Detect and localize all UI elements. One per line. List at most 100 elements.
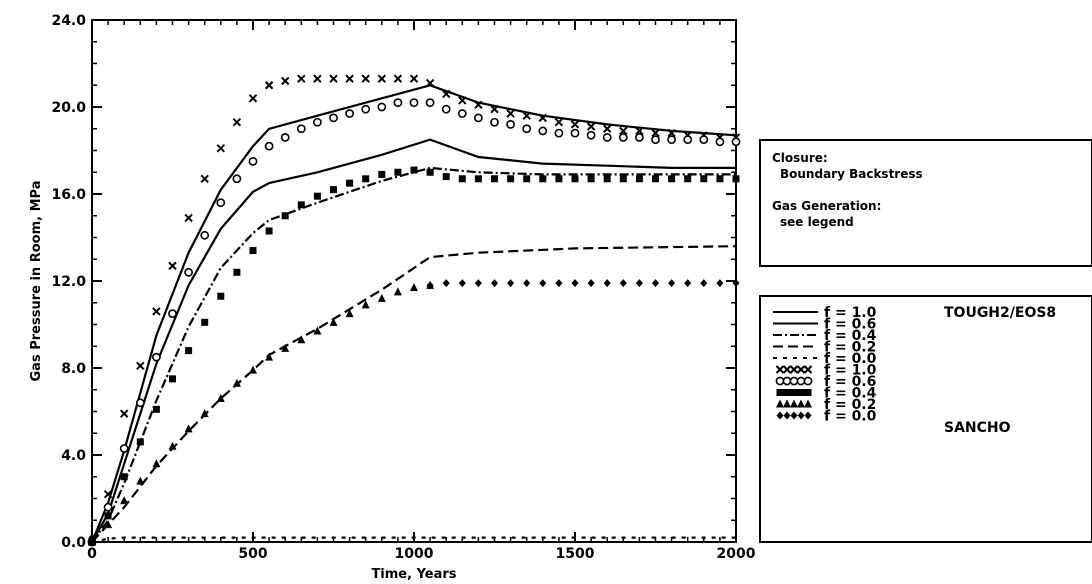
series-sancho-f-04 — [88, 166, 740, 546]
data-point-sancho-f-06 — [715, 137, 725, 147]
data-point-sancho-f-06 — [538, 126, 548, 136]
legend-marker-sancho-f-04 — [776, 389, 784, 396]
axis-ticks: 0.0 4.0 8.0 12.0 16.0 20.0 24.0 0 500 1000 1500 200… — [51, 13, 755, 562]
data-point-sancho-f-04 — [619, 175, 627, 183]
data-point-sancho-f-02 — [361, 300, 370, 309]
data-point-sancho-f-10 — [554, 118, 564, 127]
data-point-sancho-f-06 — [393, 98, 403, 108]
data-point-sancho-f-06 — [586, 130, 596, 140]
data-point-sancho-f-04 — [716, 175, 724, 183]
data-point-sancho-f-06 — [667, 135, 676, 145]
annotation-closure-heading: Closure: — [772, 151, 828, 165]
data-point-sancho-f-04 — [169, 375, 176, 383]
data-point-sancho-f-06 — [473, 113, 483, 123]
data-point-sancho-f-00 — [652, 279, 659, 288]
x-tick-label: 2000 — [717, 546, 756, 562]
legend-marker-sancho-f-04 — [790, 389, 798, 396]
data-point-sancho-f-10 — [441, 89, 451, 99]
legend-label-sancho-f-04: f = 0.4 — [824, 386, 877, 402]
data-point-sancho-f-02 — [297, 335, 306, 344]
legend-swatch-sancho-f-06 — [775, 376, 813, 386]
data-point-sancho-f-06 — [329, 113, 338, 123]
data-point-sancho-f-00 — [458, 279, 466, 288]
data-point-sancho-f-10 — [200, 174, 209, 183]
data-point-sancho-f-10 — [619, 126, 628, 136]
legend-marker-sancho-f-06 — [789, 376, 799, 386]
y-tick-label: 8.0 — [61, 361, 86, 377]
data-point-sancho-f-04 — [104, 512, 112, 520]
data-point-sancho-f-04 — [249, 247, 257, 255]
data-point-sancho-f-04 — [539, 175, 547, 183]
data-point-sancho-f-04 — [201, 318, 209, 326]
data-point-sancho-f-04 — [442, 173, 450, 181]
data-point-sancho-f-04 — [120, 473, 128, 481]
legend-box — [759, 295, 1092, 543]
series-line-tough2-f-04 — [91, 166, 736, 543]
data-point-sancho-f-04 — [378, 170, 386, 178]
data-point-sancho-f-10 — [168, 261, 177, 270]
data-point-sancho-f-04 — [136, 438, 144, 446]
data-point-sancho-f-02 — [232, 378, 241, 387]
legend-marker-sancho-f-02 — [776, 399, 784, 408]
data-point-sancho-f-00 — [668, 279, 676, 288]
x-tick-label: 1000 — [395, 546, 434, 562]
legend-label-sancho-f-00: f = 0.0 — [824, 409, 877, 425]
data-point-sancho-f-02 — [216, 393, 225, 402]
data-point-sancho-f-06 — [683, 135, 693, 145]
data-point-sancho-f-00 — [491, 279, 498, 288]
data-point-sancho-f-00 — [700, 279, 708, 288]
data-point-sancho-f-04 — [571, 175, 579, 183]
data-point-sancho-f-10 — [506, 109, 515, 118]
data-point-sancho-f-10 — [297, 74, 306, 83]
legend-marker-sancho-f-04 — [804, 389, 812, 396]
data-point-sancho-f-06 — [602, 133, 612, 142]
y-tick-label: 20.0 — [51, 100, 86, 116]
legend-marker-sancho-f-06 — [782, 376, 792, 386]
data-point-sancho-f-00 — [732, 279, 740, 288]
data-point-sancho-f-10 — [345, 74, 354, 83]
data-point-sancho-f-00 — [716, 279, 724, 288]
data-point-sancho-f-02 — [329, 317, 338, 326]
data-point-sancho-f-10 — [377, 74, 387, 83]
data-point-sancho-f-00 — [88, 533, 96, 542]
series-line-tough2-f-06 — [91, 138, 736, 543]
annotation-gas-generation-heading: Gas Generation: — [772, 199, 881, 213]
data-point-sancho-f-00 — [442, 279, 450, 288]
data-point-sancho-f-02 — [184, 424, 193, 433]
data-point-sancho-f-02 — [281, 343, 290, 352]
legend-label-tough2-f-10: f = 1.0 — [824, 305, 877, 321]
legend-swatch-sancho-f-02 — [776, 399, 812, 408]
data-point-sancho-f-10 — [361, 74, 370, 83]
data-point-sancho-f-06 — [618, 133, 628, 142]
data-point-sancho-f-00 — [474, 279, 482, 288]
data-point-sancho-f-10 — [329, 74, 338, 83]
data-point-sancho-f-02 — [136, 476, 145, 485]
data-point-sancho-f-02 — [152, 459, 161, 468]
data-point-sancho-f-04 — [684, 175, 692, 183]
y-tick-label: 16.0 — [51, 187, 86, 203]
data-point-sancho-f-06 — [248, 156, 258, 166]
data-point-sancho-f-04 — [217, 292, 225, 300]
legend-marker-sancho-f-10 — [803, 365, 813, 374]
data-point-sancho-f-10 — [136, 361, 145, 371]
data-point-sancho-f-06 — [280, 133, 290, 142]
y-tick-label: 4.0 — [61, 448, 86, 464]
y-axis-title: Gas Pressure in Room, MPa — [29, 181, 44, 382]
legend-label-tough2-f-06: f = 0.6 — [824, 317, 876, 333]
data-point-sancho-f-04 — [587, 175, 595, 183]
x-axis-title: Time, Years — [371, 567, 456, 582]
data-point-sancho-f-06 — [506, 120, 515, 129]
data-point-sancho-f-06 — [441, 104, 451, 114]
data-point-sancho-f-10 — [409, 74, 419, 83]
legend-marker-sancho-f-10 — [775, 365, 785, 374]
data-point-sancho-f-04 — [330, 186, 337, 194]
legend-swatch-sancho-f-00 — [776, 411, 812, 420]
data-point-sancho-f-02 — [104, 520, 113, 529]
data-point-sancho-f-06 — [570, 128, 580, 138]
annotation-box — [759, 139, 1092, 267]
data-point-sancho-f-10 — [538, 113, 548, 123]
data-point-sancho-f-10 — [570, 120, 580, 129]
data-point-sancho-f-02 — [200, 409, 209, 418]
data-point-sancho-f-10 — [602, 124, 612, 133]
